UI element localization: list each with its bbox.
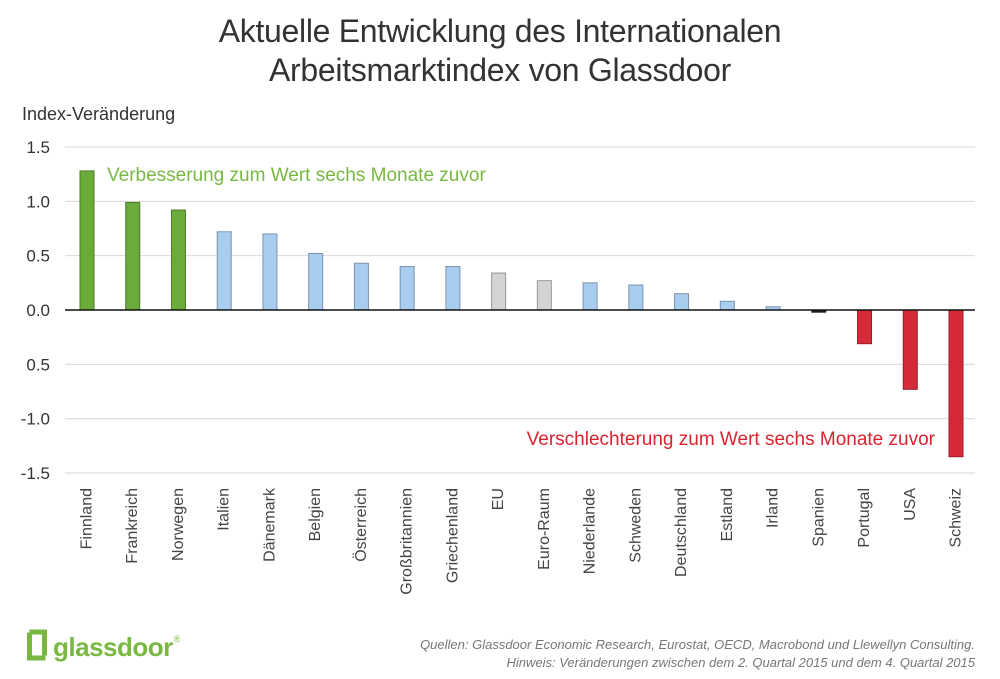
y-tick-label: 1.0 xyxy=(26,192,50,211)
y-tick-label: -1.5 xyxy=(21,464,50,483)
bar-schweden xyxy=(628,284,644,311)
chart-title-line-2: Arbeitsmarktindex von Glassdoor xyxy=(268,52,731,88)
chart-title-line-1: Aktuelle Entwicklung des Internationalen xyxy=(218,13,782,49)
glassdoor-door-icon xyxy=(26,629,48,666)
annotation-improvement: Verbesserung zum Wert sechs Monate zuvor xyxy=(107,165,486,186)
category-label: Estland xyxy=(719,488,736,541)
bar-schweiz xyxy=(948,309,964,458)
bar-belgien xyxy=(308,252,324,311)
category-labels: Finnland Frankreich Norwegen Italien Dänemar… xyxy=(79,487,965,595)
bars xyxy=(79,170,964,458)
bar-italien xyxy=(216,231,232,311)
category-label: Euro-Raum xyxy=(536,488,553,570)
y-tick-label: -1.0 xyxy=(21,410,50,429)
footer-sources: Quellen: Glassdoor Economic Research, Eu… xyxy=(420,637,975,652)
glassdoor-logo: glassdoor ® xyxy=(26,629,180,665)
logo-wordmark: glassdoor xyxy=(53,631,173,662)
category-label: USA xyxy=(902,488,919,521)
bar-griechenland xyxy=(445,266,461,311)
y-tick-label: 1.5 xyxy=(26,138,50,157)
category-label: Belgien xyxy=(307,488,324,541)
y-axis-label: Index-Veränderung xyxy=(22,104,176,124)
category-label: Italien xyxy=(216,488,233,531)
bar-frankreich xyxy=(125,201,141,311)
category-label: Großbritannien xyxy=(399,488,416,595)
category-label: Österreich xyxy=(352,488,370,562)
bar-usa xyxy=(902,309,918,390)
bar-niederlande xyxy=(582,282,598,311)
category-label: Finnland xyxy=(79,488,96,549)
category-label: EU xyxy=(490,488,507,510)
bar-danemark xyxy=(262,233,278,311)
bar-finnland xyxy=(79,170,95,311)
category-label: Spanien xyxy=(810,488,827,547)
category-label: Schweiz xyxy=(948,488,965,548)
category-label: Niederlande xyxy=(582,488,599,574)
annotation-decline: Verschlechterung zum Wert sechs Monate z… xyxy=(527,429,936,450)
category-label: Norwegen xyxy=(170,488,187,561)
bar-eu xyxy=(491,272,507,311)
registered-mark: ® xyxy=(173,634,181,644)
y-tick-label: 0.5 xyxy=(26,355,50,374)
bar-portugal xyxy=(857,309,873,345)
y-tick-label: 0.0 xyxy=(26,301,50,320)
category-label: Griechenland xyxy=(444,488,461,583)
y-tick-labels: 1.5 1.0 0.5 0.0 0.5 -1.0 -1.5 xyxy=(21,138,50,483)
bar-norwegen xyxy=(170,209,186,311)
category-label: Frankreich xyxy=(124,488,141,564)
y-tick-label: 0.5 xyxy=(26,247,50,266)
bar-euro-raum xyxy=(536,280,552,311)
bar-grossbritannien xyxy=(399,266,415,311)
bar-osterreich xyxy=(353,262,369,311)
category-label: Deutschland xyxy=(673,488,690,577)
category-label: Schweden xyxy=(627,488,644,563)
bar-deutschland xyxy=(674,293,690,311)
bar-estland xyxy=(719,300,735,311)
category-label: Dänemark xyxy=(261,487,278,562)
footer-note: Hinweis: Veränderungen zwischen dem 2. Q… xyxy=(506,655,975,670)
category-label: Irland xyxy=(765,488,782,528)
gridlines xyxy=(65,146,975,474)
category-label: Portugal xyxy=(856,488,873,548)
